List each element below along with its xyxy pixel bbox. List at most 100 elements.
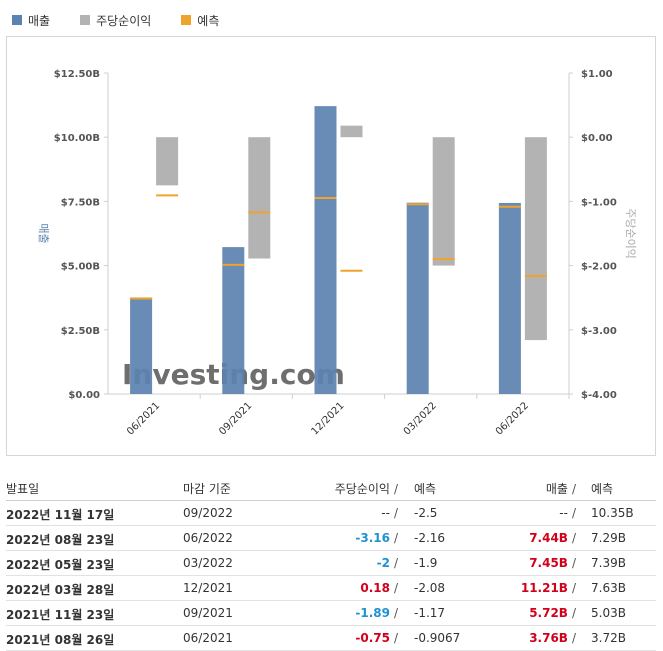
cell-eps-forecast: -2.5 [414,506,438,520]
right-tick-label: $-3.00 [581,326,617,337]
table-row: 2022년 03월 28일 12/2021 0.18/ -2.08 11.21B/ 7.6… [6,576,656,601]
legend-swatch-forecast [181,15,192,25]
cell-revenue: 7.45B / [529,556,576,570]
header-period[interactable]: 마감 기준 [183,482,231,496]
header-date[interactable]: 발표일 [6,482,40,496]
cell-date: 2021년 11월 23일 [6,608,115,622]
header-eps-label: 주당순이익 [334,482,390,496]
cell-eps-forecast: -1.9 [414,556,438,570]
legend-item-revenue[interactable]: 매출 [12,12,50,29]
cell-eps-forecast: -1.17 [414,606,446,620]
cell-revenue: 5.72B / [529,606,576,620]
x-tick-label: 12/2021 [309,400,346,437]
header-eps-slash: / [393,482,398,496]
cell-date: 2022년 08월 23일 [6,533,115,547]
cell-period: 03/2022 [183,556,233,570]
cell-eps-value: -- [381,506,390,520]
cell-period: 09/2021 [183,606,233,620]
earnings-chart-svg: $0.00 $2.50B $5.00B $7.50B $10.00B $12.50B $-4… [37,69,637,437]
cell-period: 09/2022 [183,506,233,520]
legend-item-eps[interactable]: 주당순이익 [80,12,151,29]
left-tick-label: $0.00 [68,390,100,401]
legend-item-forecast[interactable]: 예측 [181,12,219,29]
cell-eps: -1.89/ [355,606,398,620]
cell-revenue: 3.76B / [529,631,576,645]
chart-legend: 매출 주당순이익 예측 [12,11,219,29]
left-axis-title: 매출 [37,223,50,243]
cell-revenue-value: 3.76B [529,631,568,645]
x-tick-label: 06/2021 [125,400,162,437]
cell-revenue-forecast: 3.72B [591,631,626,645]
right-tick-label: $-1.00 [581,197,617,208]
legend-swatch-eps [80,15,91,25]
cell-eps-value: 0.18 [360,581,390,595]
header-revenue-label: 매출 [545,482,568,496]
cell-eps-forecast: -2.08 [414,581,446,595]
legend-label-revenue: 매출 [28,13,51,28]
cell-eps-value: -0.75 [355,631,390,645]
cell-date: 2021년 08월 26일 [6,633,115,647]
cell-eps-slash: / [393,506,398,520]
cell-eps-value: -1.89 [355,606,390,620]
cell-revenue-slash: / [571,556,576,570]
cell-eps-value: -2 [376,556,390,570]
cell-eps: -0.75/ [355,631,398,645]
earnings-table: 발표일 마감 기준 주당순이익 / 예측 매출 / 예측 2022년 11월 17일… [6,476,656,651]
cell-revenue-slash: / [571,606,576,620]
cell-revenue-slash: / [571,581,576,595]
left-tick-label: $5.00B [61,262,100,273]
cell-revenue-slash: / [571,531,576,545]
table-row: 2022년 08월 23일 06/2022 -3.16/-2.16 7.44B/7.2… [6,526,656,551]
left-tick-label: $12.50B [54,69,100,80]
legend-label-eps: 주당순이익 [96,13,152,28]
cell-revenue-slash: / [571,631,576,645]
cell-revenue-value: 5.72B [529,606,568,620]
table-body: 2022년 11월 17일 09/2022 -- / -2.5 --/10.35B 2022… [6,501,656,651]
cell-revenue: 7.44B / [529,531,576,545]
table-row: 2022년 05월 23일 03/2022 -2/-1.9 7.45B/7.39B [6,551,656,576]
right-tick-label: $0.00 [581,133,613,144]
earnings-chart: $0.00 $2.50B $5.00B $7.50B $10.00B $12.50B $-4… [6,36,656,456]
cell-date: 2022년 03월 28일 [6,583,115,597]
revenue-bar [130,297,153,394]
header-eps[interactable]: 주당순이익 / [335,480,398,497]
cell-eps-slash: / [393,606,398,620]
header-revenue-slash: / [571,482,576,496]
eps-bar [340,125,363,138]
cell-period: 06/2022 [183,531,233,545]
table-row: 2021년 08월 26일 06/2021 -0.75/-0.9067 3.76B/3… [6,626,656,651]
right-axis-title: 주당순이익 [624,208,637,259]
eps-bar [156,137,179,186]
right-tick-label: $1.00 [581,69,613,80]
left-tick-label: $10.00B [54,133,100,144]
legend-label-forecast: 예측 [197,13,220,28]
right-tick-label: $-2.00 [581,262,617,273]
cell-revenue-forecast: 7.39B [591,556,626,570]
cell-date: 2022년 05월 23일 [6,558,115,572]
cell-period: 12/2021 [183,581,233,595]
revenue-bar [406,202,429,394]
cell-revenue-slash: / [571,506,576,520]
cell-revenue-value: -- [559,506,568,520]
x-tick-label: 03/2022 [402,400,439,437]
cell-period: 06/2021 [183,631,233,645]
cell-revenue-forecast: 7.63B [591,581,626,595]
header-revenue-forecast[interactable]: 예측 [591,482,614,496]
revenue-bar [222,247,245,394]
header-revenue[interactable]: 매출 / [546,480,576,497]
cell-revenue-forecast: 10.35B [591,506,634,520]
cell-revenue-value: 7.44B [529,531,568,545]
table-header-row: 발표일 마감 기준 주당순이익 / 예측 매출 / 예측 [6,476,656,501]
left-tick-label: $2.50B [61,326,100,337]
cell-date: 2022년 11월 17일 [6,508,115,522]
revenue-bar [498,202,521,394]
cell-eps: 0.18/ [360,581,398,595]
cell-revenue-forecast: 7.29B [591,531,626,545]
cell-eps-forecast: -0.9067 [414,631,461,645]
cell-eps: -2/ [377,556,398,570]
cell-eps-value: -3.16 [355,531,390,545]
cell-eps: -3.16/ [355,531,398,545]
table-row: 2021년 11월 23일 09/2021 -1.89/-1.17 5.72B/5.0… [6,601,656,626]
header-eps-forecast[interactable]: 예측 [414,482,437,496]
cell-revenue-value: 11.21B [520,581,568,595]
